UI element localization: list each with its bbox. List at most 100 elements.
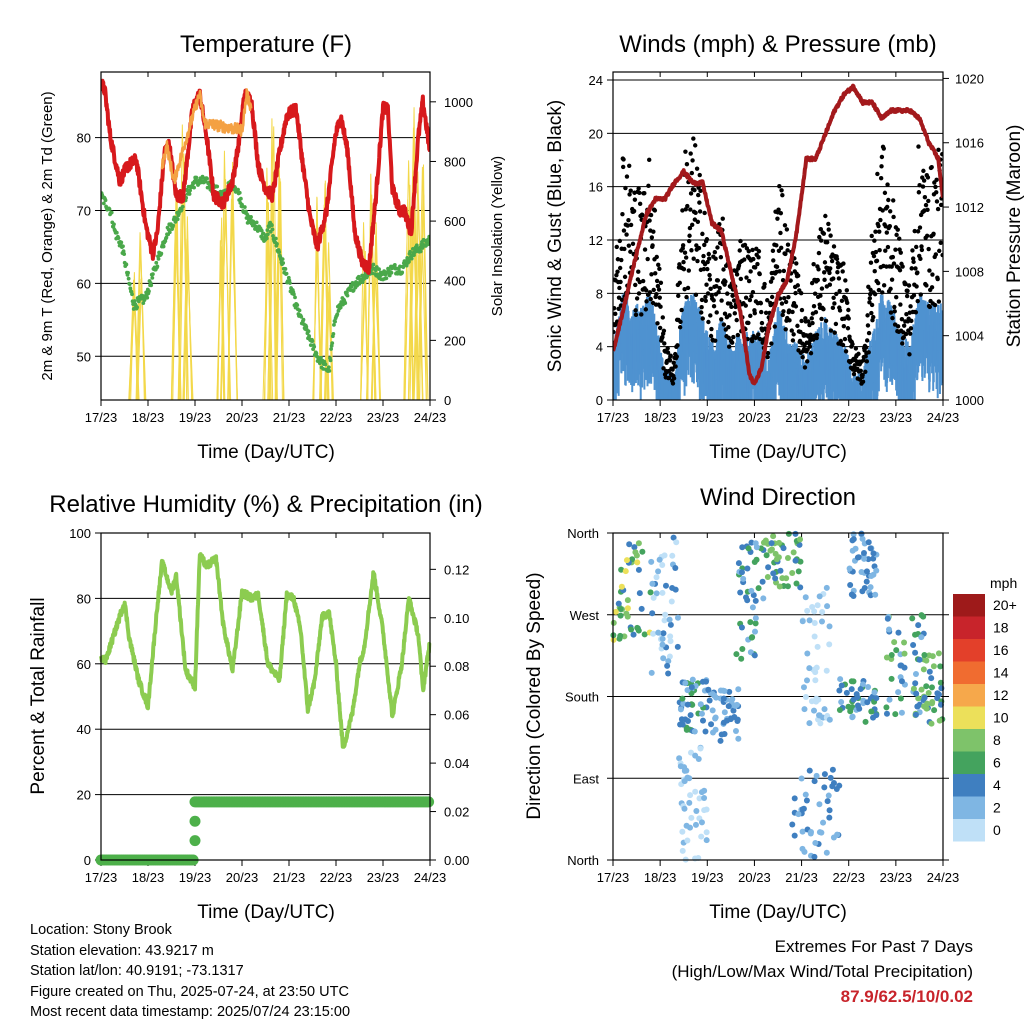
gust-point — [649, 235, 655, 240]
direction-point — [703, 837, 710, 844]
direction-point — [897, 695, 904, 702]
dewpoint-point — [427, 234, 430, 239]
gust-point — [674, 354, 679, 359]
gust-point — [681, 266, 687, 272]
direction-point — [806, 767, 813, 774]
direction-point — [873, 712, 880, 719]
direction-point — [826, 716, 833, 723]
y-tick-label: West — [570, 608, 600, 623]
gust-point — [841, 324, 847, 329]
gust-point — [846, 316, 851, 321]
gust-point — [825, 240, 830, 245]
gust-point — [898, 250, 903, 255]
direction-point — [635, 566, 642, 573]
gust-point — [783, 327, 788, 332]
gust-point — [795, 283, 800, 288]
gust-series — [613, 136, 943, 386]
gust-point — [922, 194, 928, 200]
dewpoint-point — [306, 329, 311, 334]
direction-cluster — [789, 766, 843, 860]
gust-point — [722, 311, 728, 316]
gust-point — [806, 319, 811, 324]
gust-point — [885, 182, 890, 187]
direction-point — [733, 651, 740, 658]
x-tick-label: 18/23 — [132, 870, 165, 885]
gust-point — [914, 244, 919, 250]
gust-point — [676, 293, 681, 299]
direction-point — [676, 755, 683, 762]
gust-point — [938, 202, 943, 208]
station-elevation: Station elevation: 43.9217 m — [30, 942, 214, 959]
direction-point — [648, 669, 655, 676]
direction-point — [808, 829, 815, 836]
gust-point — [826, 221, 831, 227]
gust-point — [686, 238, 692, 244]
legend-label: 8 — [993, 732, 1001, 748]
direction-point — [641, 631, 648, 638]
gust-point — [856, 351, 861, 357]
direction-point — [931, 707, 938, 714]
gust-point — [925, 175, 931, 180]
y2-tick-label: 0.06 — [444, 708, 469, 723]
direction-point — [867, 545, 874, 552]
gust-point — [682, 250, 688, 255]
direction-point — [635, 540, 642, 547]
gust-point — [737, 248, 742, 253]
gust-point — [633, 308, 638, 313]
x-tick-label: 20/23 — [738, 410, 771, 425]
gust-point — [866, 350, 871, 355]
gust-point — [681, 259, 686, 265]
gust-point — [884, 204, 890, 210]
gust-point — [616, 306, 621, 312]
gust-point — [742, 257, 747, 262]
gust-point — [794, 261, 799, 266]
gust-point — [620, 211, 625, 217]
gust-point — [918, 256, 923, 262]
direction-point — [888, 675, 895, 682]
gust-point — [756, 255, 761, 260]
gust-point — [617, 238, 622, 244]
chart-title: Temperature (F) — [180, 31, 352, 58]
gust-point — [890, 315, 895, 321]
gust-point — [830, 305, 836, 311]
direction-point — [883, 654, 890, 661]
gust-point — [769, 341, 774, 346]
gust-point — [717, 285, 722, 291]
direction-point — [688, 684, 695, 691]
direction-point — [626, 541, 633, 548]
direction-point — [682, 680, 689, 687]
direction-point — [920, 666, 927, 673]
direction-point — [918, 634, 925, 641]
gust-point — [888, 286, 893, 292]
gust-point — [871, 253, 877, 259]
plot-area — [95, 552, 435, 866]
x-tick-label: 24/23 — [414, 870, 447, 885]
gust-point — [633, 312, 639, 317]
direction-point — [898, 678, 905, 685]
gust-point — [790, 338, 796, 343]
legend-swatch — [953, 729, 985, 752]
direction-cluster — [799, 584, 833, 727]
direction-point — [921, 703, 928, 710]
gust-point — [809, 280, 815, 286]
gust-point — [880, 208, 885, 213]
direction-point — [610, 636, 617, 643]
gust-point — [750, 289, 756, 295]
direction-point — [814, 602, 821, 609]
dewpoint-point — [154, 260, 159, 265]
x-tick-label: 17/23 — [597, 870, 630, 885]
direction-point — [888, 652, 895, 659]
gust-point — [909, 266, 914, 271]
gust-point — [879, 154, 885, 160]
gust-point — [934, 199, 940, 204]
gust-point — [763, 310, 769, 315]
gust-point — [734, 317, 739, 323]
gust-point — [911, 256, 916, 261]
figure-created: Figure created on Thu, 2025-07-24, at 23… — [30, 983, 349, 1000]
direction-point — [800, 684, 807, 691]
direction-point — [821, 771, 828, 778]
direction-point — [674, 643, 681, 650]
gust-point — [656, 287, 662, 292]
dewpoint-point — [310, 339, 315, 343]
gust-point — [693, 292, 699, 298]
